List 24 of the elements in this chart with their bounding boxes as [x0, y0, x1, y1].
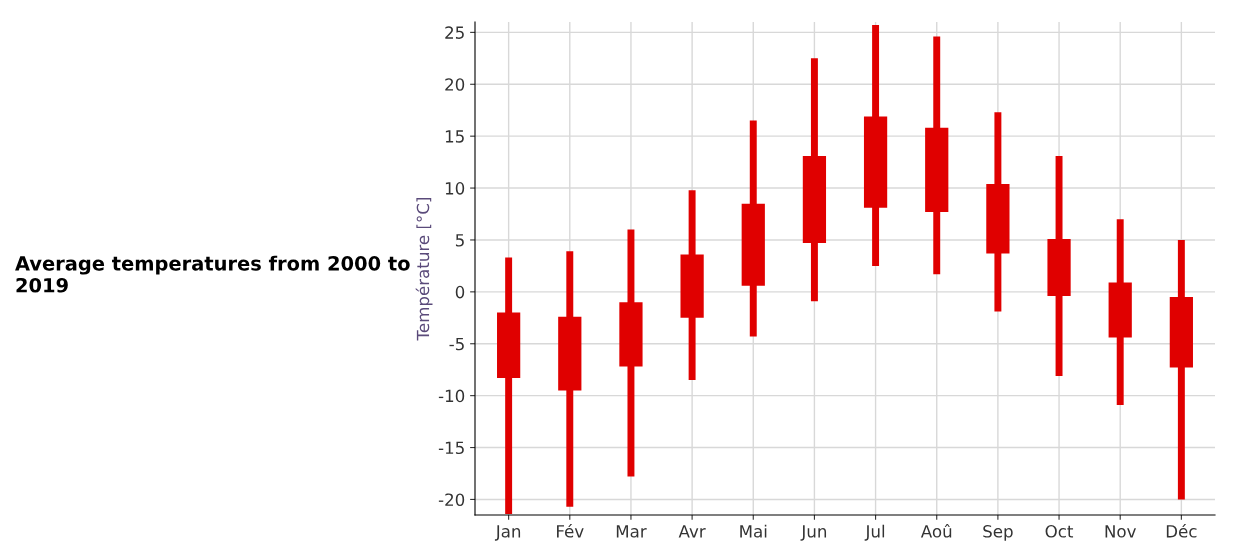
x-tick-label: Fév — [557, 524, 584, 538]
y-tick-label: 5 — [455, 234, 464, 247]
y-tick-label: -20 — [438, 493, 465, 506]
y-tick-label: 15 — [445, 130, 464, 143]
x-tick-label: Avr — [678, 525, 706, 538]
x-tick-label: Déc — [1166, 524, 1197, 538]
x-tick-label: Jan — [494, 525, 521, 541]
y-tick-label: 20 — [445, 78, 465, 91]
x-tick-label: Nov — [1105, 525, 1136, 538]
y-tick-label: -5 — [449, 337, 464, 351]
x-tick-label: Jun — [800, 525, 827, 541]
x-tick-label: Sep — [983, 525, 1013, 541]
x-tick-label: Mai — [740, 524, 767, 538]
x-tick-label: Jul — [864, 524, 885, 541]
x-tick-label: Oct — [1045, 525, 1074, 538]
x-tick-label: Mar — [616, 525, 647, 538]
y-tick-label: -10 — [438, 389, 465, 403]
y-tick-label: 25 — [445, 26, 464, 39]
text: Average temperatures from 2000 to 2019 — [15, 255, 410, 293]
x-tick-label: Aoû — [920, 524, 952, 538]
y-tick-label: 10 — [445, 182, 465, 195]
y-tick-label: 0 — [455, 285, 465, 299]
y-tick-label: -15 — [438, 441, 464, 455]
y-axis-title: Température [°C] — [415, 198, 433, 341]
